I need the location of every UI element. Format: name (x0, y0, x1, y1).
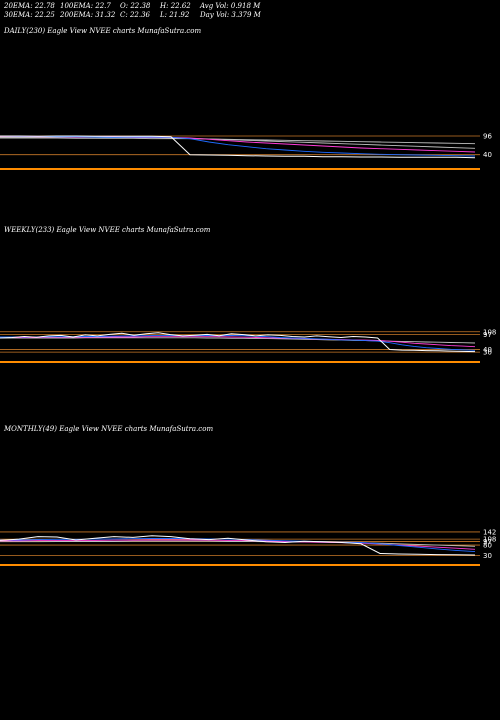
open-readout: O: 22.38 (120, 2, 151, 10)
close-readout: C: 22.36 (120, 11, 150, 19)
ema200-readout: 200EMA: 31.32 (60, 11, 116, 19)
daily-chart: 96 40 (0, 133, 492, 170)
weekly-chart-title: WEEKLY(233) Eagle View NVEE charts Munaf… (4, 226, 211, 234)
ema20-readout: 20EMA: 22.78 (4, 2, 55, 10)
ema-fast-series-line (0, 135, 476, 157)
tick-label: 97 (483, 538, 492, 546)
monthly-chart-title: MONTHLY(49) Eagle View NVEE charts Munaf… (4, 425, 214, 433)
tick-label: 30 (483, 552, 492, 560)
tick-label: 97 (483, 331, 492, 339)
ema-fast-series-line (0, 334, 476, 351)
ema30-readout: 30EMA: 22.25 (4, 11, 55, 19)
ema-slow-series-line (0, 540, 476, 547)
tick-label: 30 (483, 349, 492, 357)
price-series-line (0, 332, 476, 353)
tick-label: 80 (483, 542, 492, 550)
tick-label: 142 (483, 528, 496, 536)
ema-slow-series-line (0, 137, 476, 145)
low-readout: L: 21.92 (160, 11, 190, 19)
day-vol-readout: Day Vol: 3.379 M (200, 11, 261, 19)
ema100-readout: 100EMA: 22.7 (60, 2, 111, 10)
price-series-line (0, 535, 476, 556)
daily-chart-title: DAILY(230) Eagle View NVEE charts Munafa… (4, 27, 202, 35)
tick-label: 96 (483, 133, 492, 141)
high-readout: H: 22.62 (160, 2, 191, 10)
avg-vol-readout: Avg Vol: 0.918 M (200, 2, 261, 10)
tick-label: 40 (483, 151, 492, 159)
ema-mid-series-line (0, 336, 476, 348)
tick-label: 108 (483, 536, 496, 544)
tick-label: 40 (483, 346, 492, 354)
tick-label: 108 (483, 328, 496, 336)
price-series-line (0, 135, 476, 159)
